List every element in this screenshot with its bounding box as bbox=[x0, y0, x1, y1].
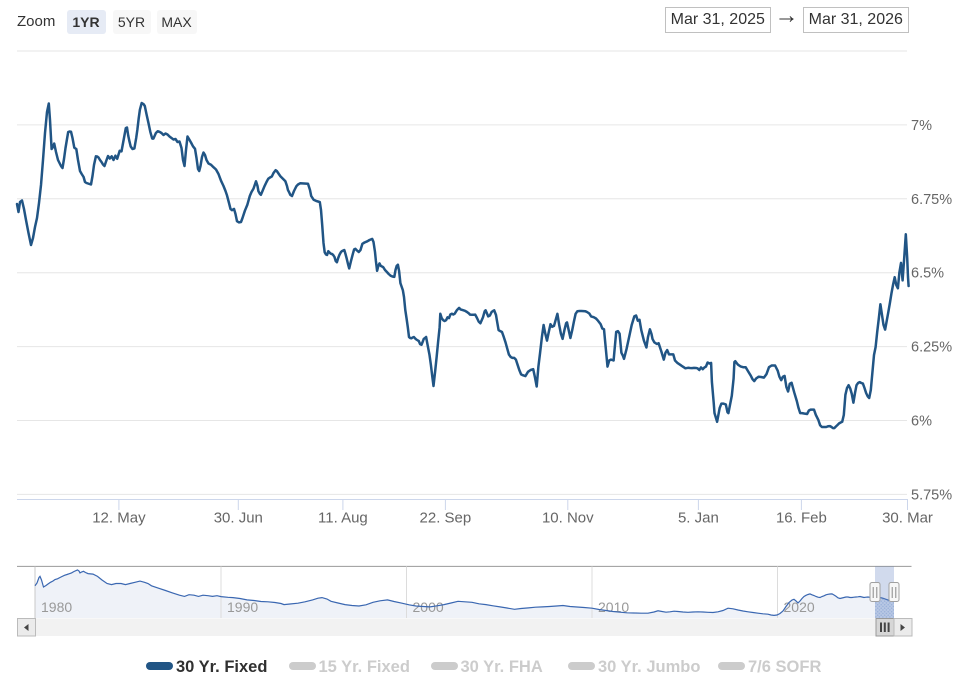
svg-text:16. Feb: 16. Feb bbox=[776, 510, 827, 527]
svg-text:10. Nov: 10. Nov bbox=[542, 510, 594, 527]
svg-text:12. May: 12. May bbox=[92, 510, 146, 527]
svg-text:6.75%: 6.75% bbox=[911, 192, 952, 208]
svg-text:11. Aug: 11. Aug bbox=[318, 510, 368, 527]
svg-text:30. Jun: 30. Jun bbox=[214, 510, 263, 527]
svg-text:6.25%: 6.25% bbox=[911, 340, 952, 356]
svg-text:30. Mar: 30. Mar bbox=[882, 510, 933, 527]
svg-text:1990: 1990 bbox=[227, 599, 258, 615]
svg-text:22. Sep: 22. Sep bbox=[420, 510, 472, 527]
svg-text:7%: 7% bbox=[911, 118, 932, 134]
svg-text:6.5%: 6.5% bbox=[911, 266, 944, 282]
svg-text:6%: 6% bbox=[911, 414, 932, 430]
svg-text:1980: 1980 bbox=[41, 599, 72, 615]
svg-text:5.75%: 5.75% bbox=[911, 487, 952, 503]
svg-text:5. Jan: 5. Jan bbox=[678, 510, 719, 527]
svg-text:2020: 2020 bbox=[784, 599, 815, 615]
